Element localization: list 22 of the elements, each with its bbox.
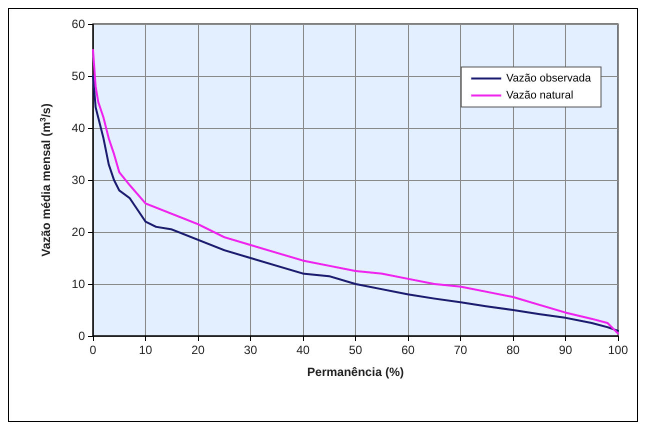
y-tick-label: 0	[78, 329, 86, 343]
x-tick-label: 70	[454, 343, 468, 357]
x-tick-label: 10	[138, 343, 152, 357]
y-tick-label: 40	[72, 121, 86, 135]
legend-label: Vazão observada	[506, 72, 592, 84]
x-tick-label: 40	[296, 343, 310, 357]
x-tick-label: 30	[244, 343, 258, 357]
y-axis-title: Vazão média mensal (m3/s)	[38, 103, 53, 257]
x-tick-label: 20	[191, 343, 205, 357]
y-tick-label: 50	[72, 69, 86, 83]
x-tick-label: 90	[558, 343, 572, 357]
x-tick-label: 80	[506, 343, 520, 357]
x-axis-title: Permanência (%)	[307, 365, 404, 379]
y-tick-label: 20	[72, 225, 86, 239]
x-tick-label: 60	[401, 343, 415, 357]
y-tick-label: 60	[72, 17, 86, 31]
x-tick-label: 100	[608, 343, 628, 357]
x-tick-label: 50	[348, 343, 362, 357]
y-tick-label: 10	[72, 277, 86, 291]
legend-label: Vazão natural	[506, 90, 574, 102]
y-tick-label: 30	[72, 173, 86, 187]
x-tick-label: 0	[90, 343, 97, 357]
